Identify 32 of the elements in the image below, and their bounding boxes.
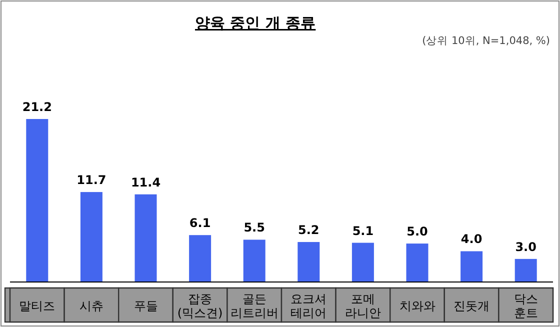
data-label: 5.5 [244, 220, 265, 235]
bar [460, 251, 483, 282]
data-label: 11.4 [130, 175, 161, 190]
x-tick-label: 치와와 [399, 299, 436, 313]
x-tick-label: 포메 라니안 [344, 292, 381, 320]
bar [298, 242, 320, 282]
chart-title: 양육 중인 개 종류 [195, 14, 316, 32]
bar [352, 242, 374, 282]
bar [134, 194, 157, 282]
data-label: 5.1 [352, 224, 374, 238]
bar [189, 235, 212, 282]
x-tick-label: 말티즈 [19, 299, 56, 313]
bar [514, 258, 537, 282]
x-tick-label: 진돗개 [454, 299, 490, 313]
x-tick-label: 잡종 (믹스견) [177, 292, 223, 320]
data-label: 5.2 [298, 223, 320, 238]
x-tick-label: 요크셔 테리어 [290, 292, 327, 320]
chart-subtitle: (상위 10위, N=1,048, %) [422, 35, 550, 47]
data-label: 6.1 [189, 216, 211, 230]
data-label: 11.7 [76, 173, 106, 188]
data-label: 4.0 [460, 232, 482, 246]
x-tick-label: 닥스 훈트 [514, 292, 538, 320]
bar [80, 192, 102, 282]
bar [243, 240, 266, 282]
x-tick-label: 골든 리트리버 [230, 292, 278, 320]
data-label: 21.2 [22, 100, 52, 114]
data-label: 5.0 [406, 224, 428, 239]
bar [406, 244, 428, 282]
data-label: 3.0 [515, 240, 536, 254]
x-tick-label: 시츄 [79, 299, 104, 313]
x-tick-label: 푸들 [134, 299, 158, 313]
bar [26, 119, 48, 282]
